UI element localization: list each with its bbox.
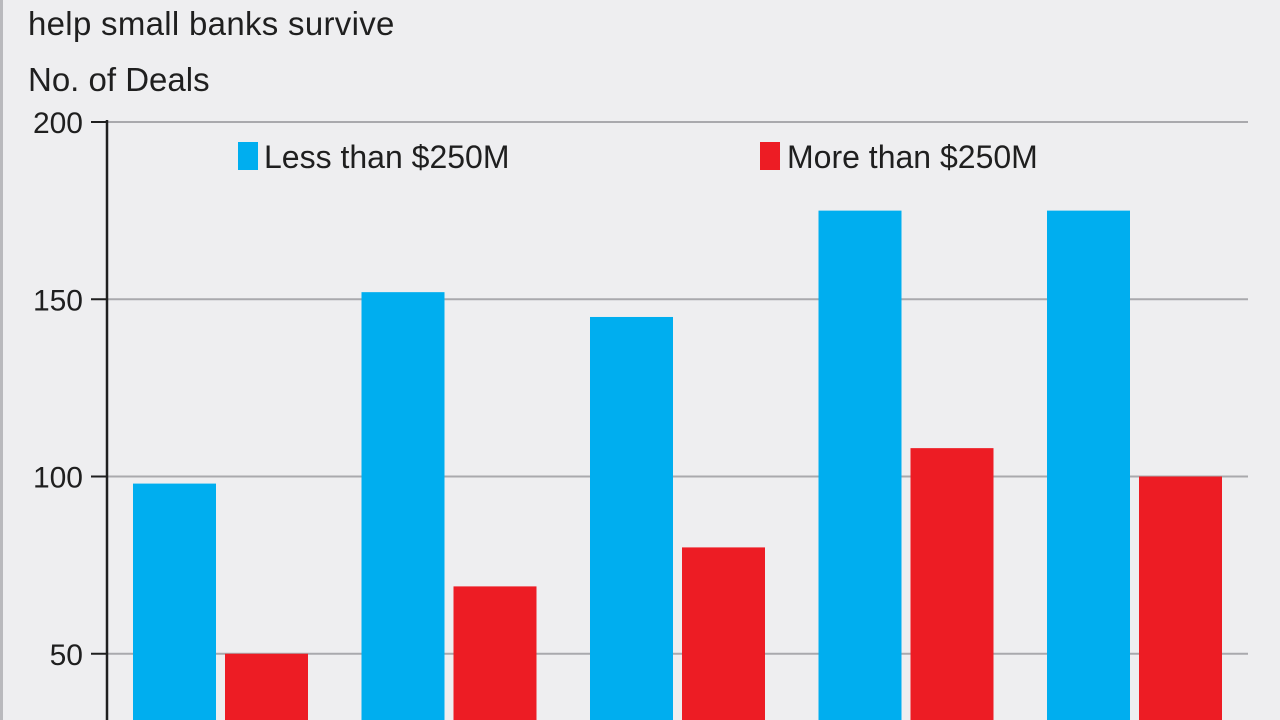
legend-label: More than $250M (787, 139, 1038, 175)
bar-less-than-250m (361, 292, 445, 720)
bar-more-than-250m (225, 653, 308, 720)
chart-frame-border (0, 0, 3, 720)
bar-more-than-250m (682, 547, 765, 720)
y-tick-label: 100 (33, 462, 83, 495)
bar-less-than-250m (818, 210, 902, 720)
bar-less-than-250m (590, 316, 673, 720)
y-tick-label: 150 (33, 284, 83, 317)
legend-swatch (760, 142, 780, 170)
y-axis-title: No. of Deals (28, 61, 210, 98)
y-tick-label: 50 (50, 639, 83, 672)
legend: Less than $250M More than $250M (238, 139, 1038, 175)
legend-label: Less than $250M (264, 139, 510, 175)
bar-less-than-250m (1047, 210, 1130, 720)
legend-swatch (238, 142, 258, 170)
axes: 50 100 150 200 (33, 107, 109, 720)
bar-more-than-250m (1139, 476, 1222, 720)
bar-more-than-250m (910, 448, 994, 720)
bar-less-than-250m (133, 483, 216, 720)
bar-more-than-250m (453, 586, 537, 720)
bars (133, 210, 1222, 720)
chart-subtitle: help small banks survive (28, 5, 395, 42)
y-tick-label: 200 (33, 107, 83, 140)
